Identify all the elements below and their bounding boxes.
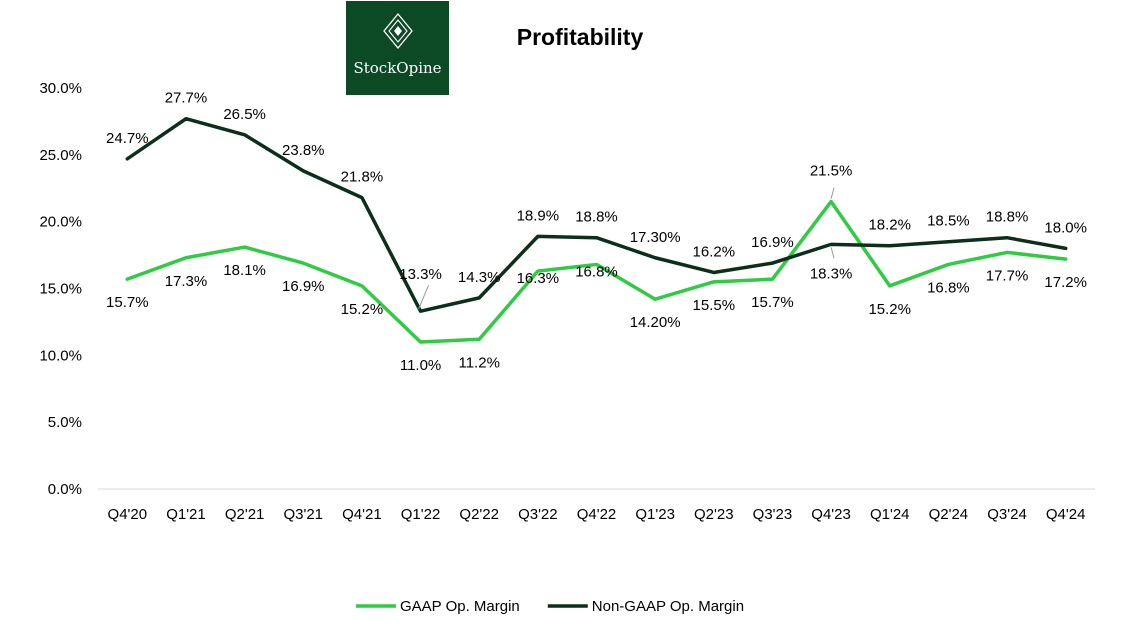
nongaap-data-label: 18.0% [1044,219,1087,236]
nongaap-data-label: 23.8% [282,142,325,159]
leader-line [830,187,835,199]
y-tick-label: 0.0% [48,481,82,498]
nongaap-data-label: 18.2% [868,217,911,234]
x-tick-label: Q3'23 [753,506,793,523]
x-tick-label: Q1'22 [401,506,441,523]
gaap-data-label: 21.5% [810,163,853,180]
nongaap-data-label: 14.3% [458,269,501,286]
x-tick-label: Q4'21 [342,506,382,523]
gaap-data-label: 15.7% [751,294,794,311]
nongaap-series-line [125,116,1068,313]
leader-line [830,247,835,259]
gaap-data-label: 11.0% [400,357,441,374]
gaap-data-label: 18.1% [223,262,266,279]
x-tick-label: Q1'24 [870,506,910,523]
x-tick-label: Q2'24 [929,506,969,523]
gaap-data-label: 16.8% [927,279,970,296]
x-tick-label: Q3'24 [987,506,1027,523]
x-tick-label: Q4'22 [577,506,617,523]
nongaap-data-label: 18.8% [986,209,1029,226]
gaap-series-line [125,199,1068,344]
gaap-legend-label: GAAP Op. Margin [400,598,520,615]
nongaap-data-label: 21.8% [341,169,384,186]
nongaap-data-label: 17.30% [630,229,681,246]
gaap-data-label: 16.3% [517,270,560,287]
nongaap-data-label: 13.3% [399,266,442,283]
x-tick-label: Q2'23 [694,506,734,523]
nongaap-data-label: 24.7% [106,130,149,147]
x-tick-label: Q2'22 [459,506,499,523]
nongaap-data-label: 18.8% [575,209,618,226]
y-tick-label: 20.0% [39,214,82,231]
nongaap-data-label: 18.3% [810,265,853,282]
x-tick-label: Q3'22 [518,506,558,523]
gaap-data-label: 11.2% [458,354,499,371]
x-tick-label: Q4'23 [811,506,851,523]
gaap-data-label: 15.5% [693,297,736,314]
x-tick-label: Q1'23 [635,506,675,523]
y-tick-label: 15.0% [39,281,82,298]
nongaap-data-label: 27.7% [165,90,208,107]
gaap-data-label: 15.2% [868,301,911,318]
nongaap-data-label: 18.9% [517,207,560,224]
x-tick-label: Q4'20 [108,506,148,523]
logo-text: StockOpine [353,59,442,77]
gaap-data-label: 16.8% [575,263,618,280]
gaap-data-label: 15.2% [341,301,384,318]
nongaap-data-label: 16.2% [693,243,736,260]
nongaap-data-label: 26.5% [223,106,266,123]
gaap-data-label: 17.7% [986,267,1029,284]
nongaap-data-label: 18.5% [927,213,970,230]
x-tick-label: Q2'21 [225,506,265,523]
diamond-logo-icon [383,13,413,49]
x-tick-label: Q3'21 [283,506,323,523]
gaap-data-label: 16.9% [282,278,325,295]
y-tick-label: 10.0% [39,347,82,364]
chart-title: Profitability [516,24,644,50]
x-tick-label: Q1'21 [166,506,206,523]
gaap-data-label: 17.3% [165,273,208,290]
leader-line [418,285,430,310]
y-tick-label: 30.0% [39,80,82,97]
gaap-data-label: 15.7% [106,294,149,311]
nongaap-data-label: 16.9% [751,234,794,251]
nongaap-legend-label: Non-GAAP Op. Margin [592,598,744,615]
y-tick-label: 5.0% [48,414,82,431]
logo: StockOpine [346,1,449,95]
gaap-data-label: 17.2% [1044,274,1087,291]
gaap-data-label: 14.20% [630,314,681,331]
x-tick-label: Q4'24 [1046,506,1086,523]
y-tick-label: 25.0% [39,147,82,164]
